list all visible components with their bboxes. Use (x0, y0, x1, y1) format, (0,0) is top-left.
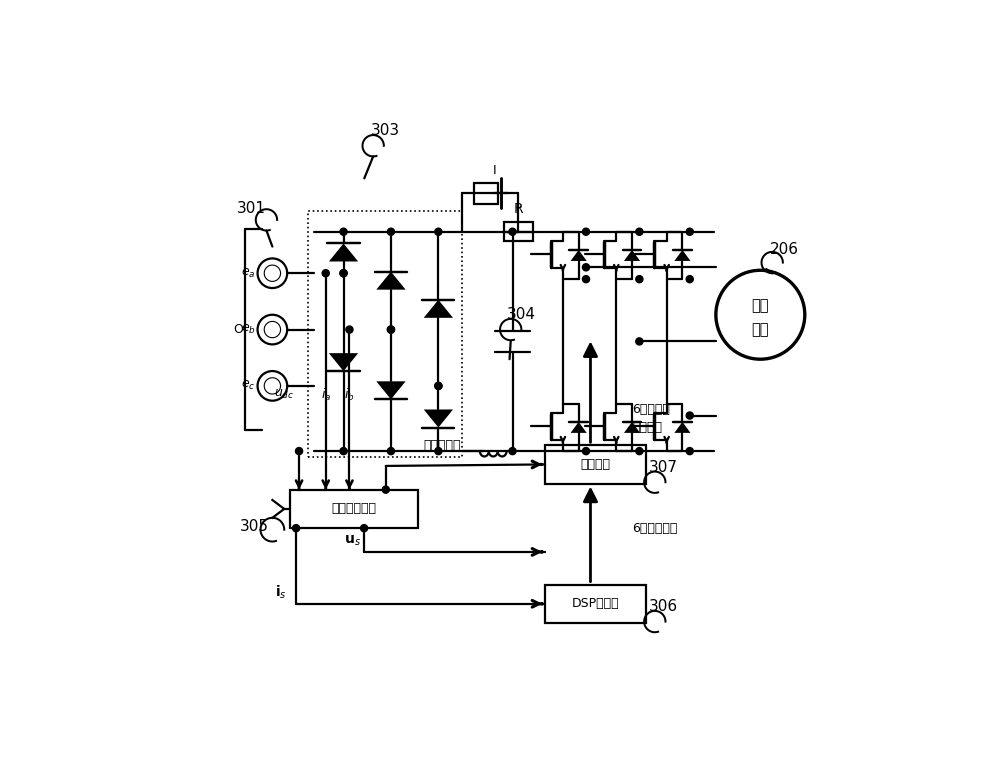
Circle shape (686, 447, 693, 454)
Circle shape (509, 447, 516, 454)
Polygon shape (624, 422, 640, 433)
Circle shape (509, 228, 516, 236)
Polygon shape (424, 300, 453, 318)
Circle shape (387, 447, 395, 454)
Text: $e_a$: $e_a$ (241, 266, 256, 280)
Circle shape (340, 447, 347, 454)
Circle shape (435, 228, 442, 236)
Text: 电机: 电机 (752, 322, 769, 337)
Circle shape (346, 326, 353, 333)
Polygon shape (571, 422, 587, 433)
Polygon shape (674, 422, 690, 433)
Circle shape (295, 447, 303, 454)
Bar (504, 223, 533, 241)
Circle shape (387, 228, 395, 236)
Text: 异步: 异步 (752, 298, 769, 313)
Circle shape (686, 276, 693, 283)
Polygon shape (424, 410, 453, 427)
Text: O: O (234, 323, 244, 336)
Circle shape (582, 276, 590, 283)
Circle shape (387, 326, 395, 333)
Bar (474, 182, 498, 204)
Circle shape (435, 383, 442, 390)
Circle shape (340, 270, 347, 276)
Circle shape (435, 447, 442, 454)
Text: 206: 206 (770, 242, 799, 257)
Circle shape (340, 270, 347, 276)
Text: 303: 303 (370, 123, 400, 139)
Circle shape (435, 383, 442, 390)
Circle shape (582, 264, 590, 271)
Polygon shape (329, 243, 358, 262)
Text: 驱动脉冲: 驱动脉冲 (632, 421, 662, 434)
Polygon shape (376, 272, 406, 290)
Circle shape (582, 447, 590, 454)
Text: I: I (493, 164, 497, 177)
Text: $e_c$: $e_c$ (241, 380, 256, 393)
Circle shape (636, 228, 643, 236)
Text: 301: 301 (237, 200, 266, 216)
Polygon shape (571, 250, 587, 261)
Text: 三相占空比: 三相占空比 (423, 439, 460, 452)
Circle shape (686, 228, 693, 236)
Circle shape (636, 447, 643, 454)
Bar (545, 445, 646, 484)
Text: 306: 306 (649, 599, 678, 614)
Text: 电压电流采样: 电压电流采样 (331, 502, 376, 515)
Text: $e_b$: $e_b$ (241, 323, 256, 336)
Text: 304: 304 (507, 307, 536, 322)
Circle shape (636, 276, 643, 283)
Polygon shape (624, 250, 640, 261)
Bar (308, 211, 462, 457)
Circle shape (293, 524, 300, 532)
Text: $\mathbf{i}_s$: $\mathbf{i}_s$ (275, 583, 287, 601)
Circle shape (636, 338, 643, 345)
Text: 305: 305 (240, 519, 269, 534)
Bar (545, 584, 646, 623)
Circle shape (322, 270, 329, 276)
Circle shape (582, 228, 590, 236)
Polygon shape (329, 353, 358, 371)
Text: 6路开关信号: 6路开关信号 (632, 522, 677, 534)
Text: $i_b$: $i_b$ (344, 387, 355, 403)
Circle shape (340, 228, 347, 236)
Circle shape (382, 486, 389, 494)
Circle shape (387, 326, 395, 333)
Circle shape (686, 412, 693, 419)
Text: $i_a$: $i_a$ (321, 387, 331, 403)
Text: R: R (514, 203, 523, 216)
Text: $\mathbf{u}_s$: $\mathbf{u}_s$ (344, 534, 361, 548)
Text: 307: 307 (649, 460, 678, 475)
Bar (290, 490, 418, 528)
Polygon shape (376, 381, 406, 400)
Circle shape (361, 524, 368, 532)
Text: 6路逆变器: 6路逆变器 (632, 403, 670, 416)
Text: 驱动电路: 驱动电路 (581, 458, 611, 471)
Polygon shape (674, 250, 690, 261)
Text: $u_{dc}$: $u_{dc}$ (274, 388, 294, 401)
Text: DSP控制器: DSP控制器 (572, 598, 619, 611)
